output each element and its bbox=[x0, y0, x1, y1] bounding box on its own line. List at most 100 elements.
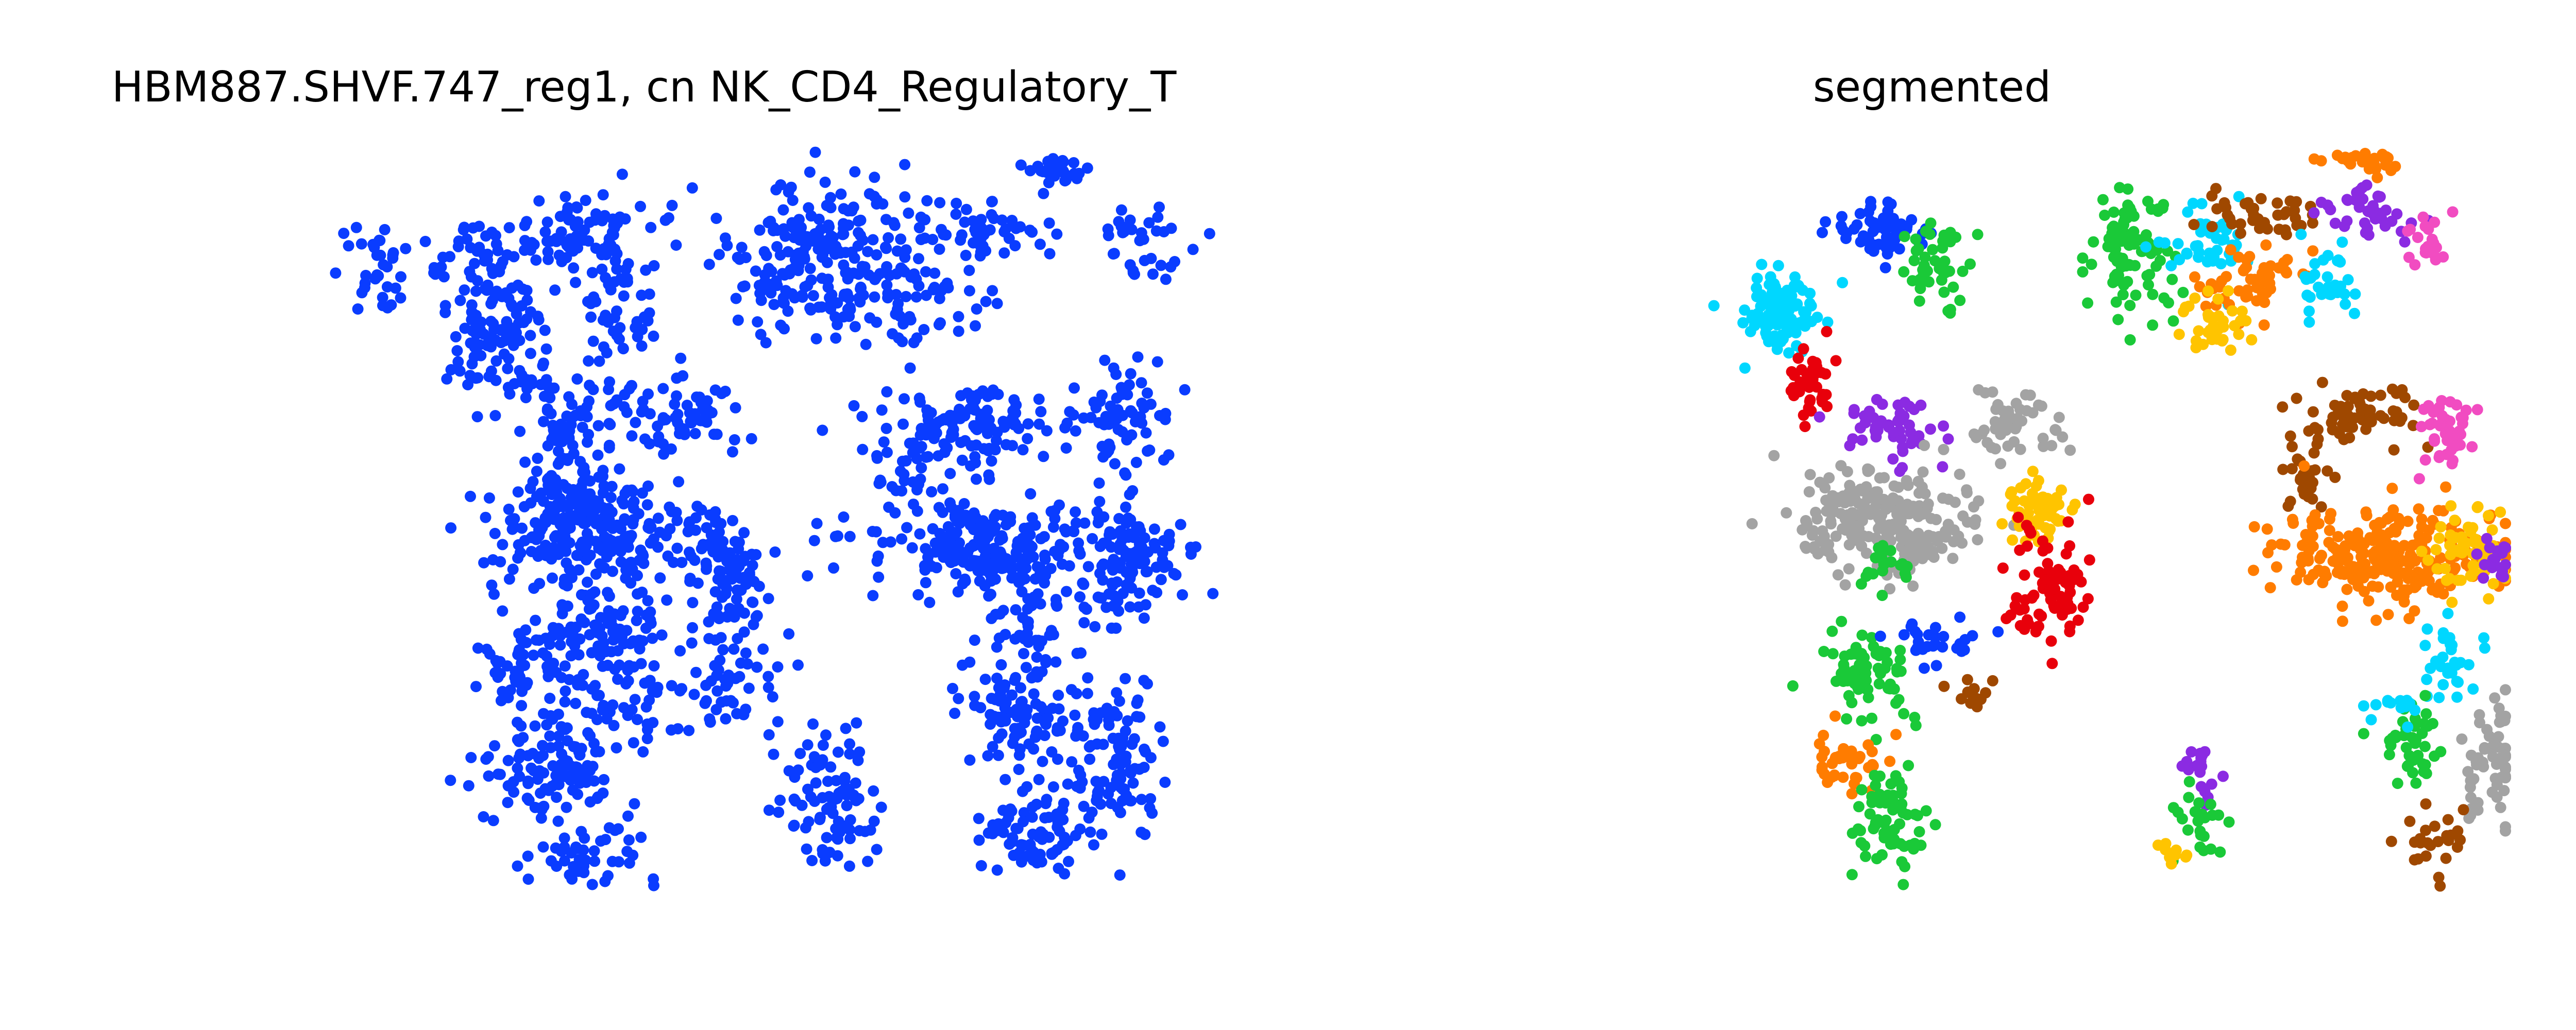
scatter-point bbox=[704, 509, 716, 521]
scatter-point bbox=[1185, 542, 1196, 553]
scatter-point bbox=[1887, 453, 1899, 465]
scatter-point bbox=[1147, 268, 1159, 280]
scatter-point bbox=[937, 483, 948, 494]
scatter-point bbox=[2384, 749, 2395, 760]
scatter-point bbox=[871, 272, 882, 283]
scatter-point bbox=[489, 334, 501, 346]
scatter-point bbox=[2418, 404, 2430, 415]
scatter-point bbox=[464, 266, 475, 277]
scatter-point bbox=[733, 315, 744, 326]
scatter-point bbox=[953, 325, 964, 337]
scatter-point bbox=[1811, 312, 1823, 323]
scatter-point bbox=[1027, 801, 1038, 813]
scatter-point bbox=[1188, 244, 1199, 255]
scatter-point bbox=[925, 421, 936, 433]
scatter-point bbox=[522, 776, 534, 787]
scatter-point bbox=[1836, 616, 1847, 627]
scatter-point bbox=[451, 345, 463, 356]
scatter-point bbox=[1851, 772, 1862, 783]
scatter-point bbox=[761, 250, 772, 261]
scatter-point bbox=[1885, 826, 1896, 837]
scatter-point bbox=[907, 542, 918, 554]
scatter-point bbox=[1904, 419, 1915, 431]
scatter-point bbox=[2193, 252, 2204, 263]
scatter-point bbox=[565, 214, 576, 225]
scatter-point bbox=[2193, 325, 2205, 337]
scatter-point bbox=[1887, 789, 1899, 801]
scatter-point bbox=[683, 526, 694, 537]
scatter-point bbox=[584, 380, 595, 391]
scatter-point bbox=[703, 616, 715, 627]
scatter-point bbox=[585, 312, 597, 323]
scatter-point bbox=[2422, 837, 2433, 849]
scatter-point bbox=[1089, 397, 1100, 408]
scatter-point bbox=[1880, 647, 1892, 658]
scatter-point bbox=[617, 168, 628, 180]
scatter-point bbox=[2142, 196, 2154, 207]
scatter-point bbox=[1125, 214, 1136, 226]
scatter-point bbox=[1131, 457, 1142, 468]
scatter-point bbox=[1093, 517, 1104, 528]
scatter-point bbox=[1156, 260, 1167, 271]
scatter-point bbox=[2422, 224, 2434, 235]
scatter-point bbox=[699, 698, 710, 709]
scatter-point bbox=[660, 530, 672, 541]
scatter-point bbox=[1903, 760, 1914, 771]
scatter-point bbox=[723, 670, 734, 681]
scatter-point bbox=[2417, 212, 2429, 223]
scatter-point bbox=[495, 656, 506, 667]
scatter-point bbox=[1122, 389, 1133, 401]
scatter-point bbox=[856, 411, 868, 422]
scatter-point bbox=[978, 443, 990, 454]
scatter-point bbox=[2441, 853, 2452, 864]
scatter-point bbox=[1145, 399, 1157, 410]
scatter-point bbox=[981, 543, 992, 554]
scatter-point bbox=[1069, 382, 1080, 393]
scatter-point bbox=[2363, 206, 2374, 217]
scatter-point bbox=[1033, 774, 1045, 785]
scatter-point bbox=[2489, 735, 2501, 747]
scatter-point bbox=[514, 671, 526, 682]
scatter-point bbox=[453, 241, 464, 252]
scatter-point bbox=[1074, 591, 1086, 603]
scatter-point bbox=[1038, 188, 1049, 199]
scatter-point bbox=[714, 565, 725, 577]
scatter-point bbox=[1873, 220, 1885, 231]
scatter-point bbox=[964, 285, 975, 297]
scatter-point bbox=[797, 291, 808, 303]
scatter-point bbox=[2282, 254, 2293, 265]
scatter-point bbox=[600, 249, 612, 261]
scatter-point bbox=[556, 846, 567, 857]
scatter-point bbox=[446, 364, 457, 375]
scatter-point bbox=[439, 307, 451, 318]
scatter-point bbox=[485, 316, 497, 327]
scatter-point bbox=[555, 640, 566, 651]
scatter-point bbox=[673, 476, 684, 487]
scatter-point bbox=[1938, 420, 1949, 432]
scatter-point bbox=[934, 197, 945, 209]
scatter-point bbox=[1100, 411, 1112, 422]
scatter-point bbox=[2225, 345, 2236, 356]
scatter-point bbox=[560, 191, 571, 202]
scatter-point bbox=[2326, 417, 2337, 428]
scatter-point bbox=[512, 553, 523, 564]
scatter-point bbox=[593, 420, 604, 432]
scatter-point bbox=[2205, 799, 2216, 810]
scatter-point bbox=[2020, 478, 2031, 489]
scatter-point bbox=[921, 404, 933, 416]
scatter-point bbox=[580, 195, 591, 206]
scatter-point bbox=[1004, 233, 1015, 244]
scatter-point bbox=[2021, 405, 2032, 417]
scatter-point bbox=[1078, 730, 1089, 742]
scatter-point bbox=[1894, 408, 1906, 419]
scatter-point bbox=[913, 253, 924, 264]
scatter-point bbox=[768, 299, 779, 310]
scatter-point bbox=[734, 671, 745, 682]
scatter-point bbox=[1884, 756, 1895, 767]
scatter-point bbox=[489, 740, 500, 751]
scatter-point bbox=[1075, 769, 1086, 781]
scatter-point bbox=[538, 357, 549, 369]
scatter-point bbox=[1048, 781, 1059, 793]
scatter-point bbox=[1786, 366, 1798, 377]
scatter-point bbox=[2332, 150, 2343, 161]
